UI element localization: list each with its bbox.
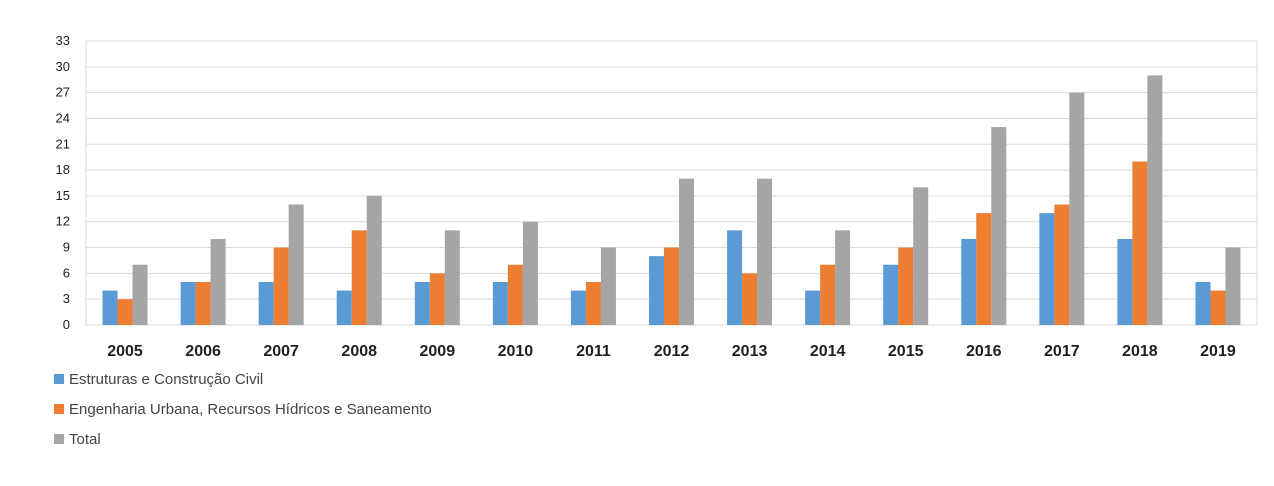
legend-label: Estruturas e Construção Civil (69, 370, 264, 388)
x-tick-label: 2007 (263, 343, 299, 360)
bar-2016-series-0 (961, 238, 977, 325)
bar-2009-series-0 (414, 281, 430, 325)
bar-2006-series-0 (180, 281, 196, 325)
bar-2005-series-1 (117, 299, 133, 325)
x-tick-label: 2008 (341, 343, 377, 360)
bar-2010-series-2 (522, 221, 538, 325)
legend-label: Total (69, 430, 101, 448)
bar-2007-series-0 (258, 281, 274, 325)
bar-2019-series-1 (1210, 290, 1226, 325)
x-tick-label: 2017 (1044, 343, 1080, 360)
bar-2014-series-2 (835, 230, 851, 325)
legend-swatch (54, 434, 64, 444)
bar-2019-series-2 (1225, 247, 1241, 325)
legend-item: Engenharia Urbana, Recursos Hídricos e S… (54, 394, 432, 424)
y-tick-label: 12 (56, 214, 70, 229)
bar-2009-series-1 (429, 273, 445, 325)
y-tick-label: 27 (56, 85, 70, 100)
legend-item: Total (54, 424, 432, 454)
bar-2008-series-0 (336, 290, 352, 325)
bar-2013-series-2 (757, 178, 773, 325)
bar-2015-series-0 (883, 264, 899, 325)
y-tick-label: 0 (63, 317, 70, 332)
bar-2009-series-2 (444, 230, 460, 325)
x-tick-label: 2015 (888, 343, 924, 360)
y-tick-label: 3 (63, 291, 70, 306)
bar-2008-series-2 (366, 195, 382, 325)
x-tick-label: 2018 (1122, 343, 1158, 360)
bar-2006-series-1 (195, 281, 211, 325)
x-tick-label: 2014 (810, 343, 846, 360)
bar-2019-series-0 (1195, 281, 1211, 325)
legend: Estruturas e Construção Civil Engenharia … (54, 364, 432, 454)
bar-2017-series-0 (1039, 213, 1055, 325)
legend-swatch (54, 404, 64, 414)
bar-2011-series-1 (585, 281, 601, 325)
bar-2018-series-0 (1117, 238, 1133, 325)
x-tick-label: 2016 (966, 343, 1002, 360)
bar-2012-series-0 (649, 256, 664, 325)
y-tick-label: 15 (56, 188, 70, 203)
bar-2014-series-0 (805, 290, 821, 325)
bar-2006-series-2 (210, 238, 226, 325)
bar-2012-series-1 (664, 247, 679, 325)
bar-2017-series-2 (1069, 92, 1085, 326)
y-tick-label: 18 (56, 162, 70, 177)
bar-2007-series-2 (288, 204, 304, 325)
x-tick-label: 2009 (420, 343, 456, 360)
bar-2013-series-1 (742, 273, 758, 325)
x-tick-label: 2006 (185, 343, 221, 360)
bar-2010-series-0 (492, 281, 508, 325)
bar-2005-series-0 (102, 290, 118, 325)
y-tick-label: 33 (56, 33, 70, 48)
bar-2016-series-2 (991, 127, 1007, 325)
bar-2012-series-2 (679, 178, 694, 325)
bar-2017-series-1 (1054, 204, 1070, 325)
bar-2018-series-2 (1147, 75, 1163, 325)
x-tick-label: 2011 (576, 343, 611, 360)
y-tick-label: 9 (63, 240, 70, 255)
x-tick-label: 2019 (1200, 343, 1236, 360)
bar-2008-series-1 (351, 230, 367, 325)
x-tick-label: 2012 (654, 343, 690, 360)
legend-item: Estruturas e Construção Civil (54, 364, 432, 394)
y-tick-label: 21 (56, 136, 70, 151)
bar-2010-series-1 (507, 264, 523, 325)
bar-2016-series-1 (976, 213, 992, 325)
x-tick-label: 2005 (107, 343, 143, 360)
bar-2011-series-0 (570, 290, 586, 325)
bar-2011-series-2 (600, 247, 616, 325)
y-axis-ticks: 0 3 6 9 12 15 18 21 24 27 30 33 (56, 33, 70, 332)
y-tick-label: 6 (63, 265, 70, 280)
x-axis-ticks: 2005 2006 2007 2008 2009 2010 2011 2012 2013 2014… (107, 343, 1236, 360)
legend-label: Engenharia Urbana, Recursos Hídricos e S… (69, 400, 432, 418)
bar-2007-series-1 (273, 247, 289, 325)
bars (102, 75, 1241, 326)
y-tick-label: 30 (56, 59, 70, 74)
bar-2014-series-1 (820, 264, 836, 325)
bar-2018-series-1 (1132, 161, 1148, 325)
bar-2015-series-1 (898, 247, 914, 325)
legend-swatch (54, 374, 64, 384)
x-tick-label: 2010 (498, 343, 534, 360)
bar-2015-series-2 (913, 187, 929, 325)
x-tick-label: 2013 (732, 343, 768, 360)
bar-2013-series-0 (727, 230, 743, 325)
bar-2005-series-2 (132, 264, 148, 325)
y-tick-label: 24 (56, 110, 70, 125)
